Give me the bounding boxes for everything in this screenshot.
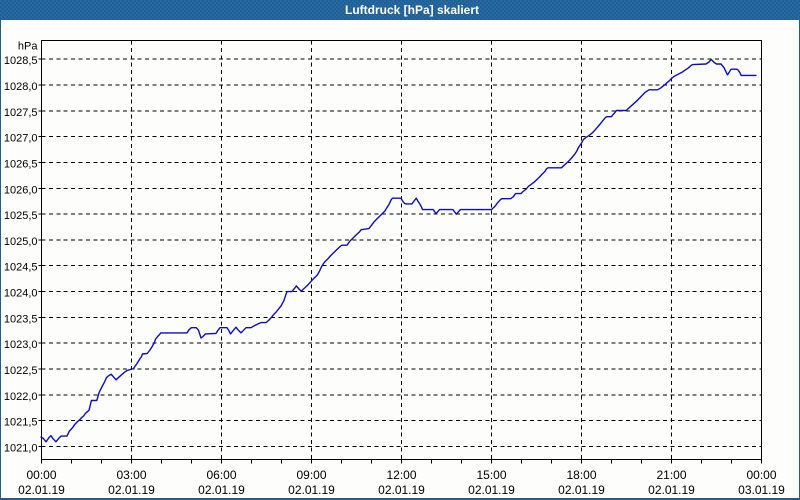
svg-text:1027,0: 1027,0 [4, 133, 38, 145]
svg-text:06:00: 06:00 [206, 468, 236, 482]
svg-text:09:00: 09:00 [296, 468, 326, 482]
svg-text:1022,0: 1022,0 [4, 391, 38, 403]
svg-text:1021,0: 1021,0 [4, 442, 38, 454]
svg-text:15:00: 15:00 [476, 468, 506, 482]
svg-text:1026,5: 1026,5 [4, 159, 38, 171]
svg-text:02.01.19: 02.01.19 [648, 483, 695, 497]
svg-text:1024,5: 1024,5 [4, 262, 38, 274]
svg-text:03:00: 03:00 [116, 468, 146, 482]
svg-text:1026,0: 1026,0 [4, 184, 38, 196]
svg-text:1022,5: 1022,5 [4, 365, 38, 377]
svg-text:hPa: hPa [18, 41, 38, 53]
svg-text:1028,0: 1028,0 [4, 81, 38, 93]
svg-text:18:00: 18:00 [566, 468, 596, 482]
svg-text:1024,0: 1024,0 [4, 288, 38, 300]
svg-text:03.01.19: 03.01.19 [738, 483, 785, 497]
svg-text:1025,0: 1025,0 [4, 236, 38, 248]
svg-text:1028,5: 1028,5 [4, 55, 38, 67]
svg-text:02.01.19: 02.01.19 [558, 483, 605, 497]
svg-text:02.01.19: 02.01.19 [378, 483, 425, 497]
svg-text:00:00: 00:00 [746, 468, 776, 482]
svg-text:02.01.19: 02.01.19 [18, 483, 65, 497]
svg-text:02.01.19: 02.01.19 [288, 483, 335, 497]
svg-text:1025,5: 1025,5 [4, 210, 38, 222]
svg-text:00:00: 00:00 [26, 468, 56, 482]
svg-text:1023,5: 1023,5 [4, 313, 38, 325]
svg-text:1021,5: 1021,5 [4, 417, 38, 429]
svg-text:02.01.19: 02.01.19 [198, 483, 245, 497]
svg-text:02.01.19: 02.01.19 [108, 483, 155, 497]
svg-text:21:00: 21:00 [656, 468, 686, 482]
svg-text:1023,0: 1023,0 [4, 339, 38, 351]
svg-text:1027,5: 1027,5 [4, 107, 38, 119]
svg-text:02.01.19: 02.01.19 [468, 483, 515, 497]
svg-text:12:00: 12:00 [386, 468, 416, 482]
